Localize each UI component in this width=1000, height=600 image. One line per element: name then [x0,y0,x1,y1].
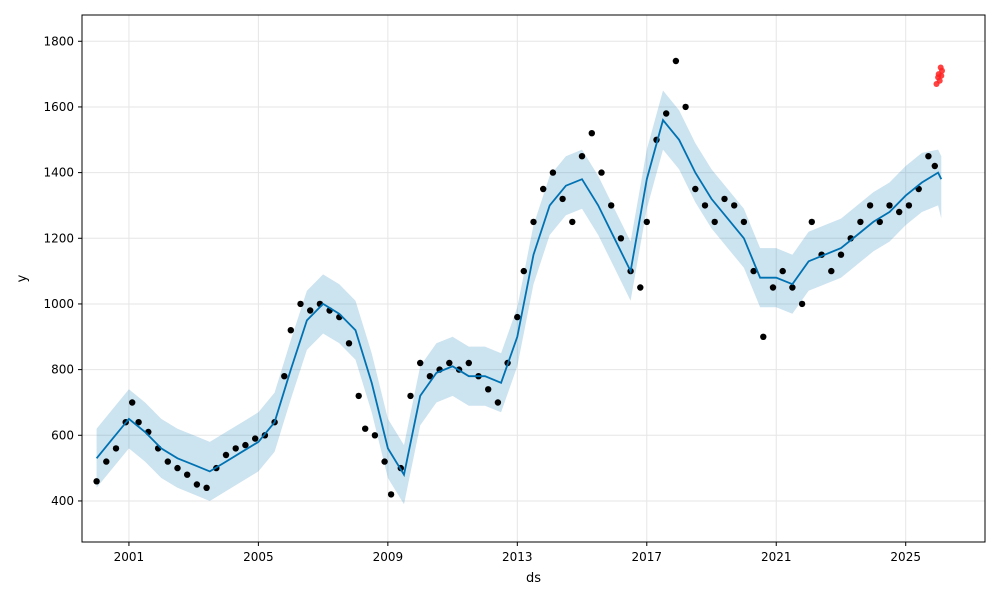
observed-point [345,340,353,347]
x-tick-label: 2017 [632,550,663,564]
y-tick-label: 1000 [43,297,74,311]
observed-point [731,202,738,209]
observed-point [598,169,605,176]
x-tick-label: 2009 [373,550,404,564]
observed-point [242,441,249,449]
y-axis-label: y [15,274,30,282]
observed-point [407,392,414,400]
x-tick-label: 2001 [114,550,145,564]
y-tick-label: 1600 [43,100,74,114]
observed-point [174,464,181,472]
x-tick-label: 2025 [890,550,921,564]
observed-point [711,218,718,226]
observed-point [485,386,492,393]
observed-point [637,284,644,291]
observed-point [682,103,689,111]
observed-point [789,284,796,291]
observed-point [287,327,294,334]
observed-point [578,153,586,160]
y-tick-label: 1200 [43,231,74,245]
observed-point [371,432,379,439]
observed-point [896,208,903,216]
observed-point [617,235,625,242]
observed-point [663,110,670,117]
observed-point [857,218,864,226]
observed-point [193,481,201,488]
observed-point [307,307,314,314]
observed-point [129,399,136,406]
observed-point [750,267,757,275]
anomaly-point [938,72,945,79]
observed-point [876,218,883,226]
observed-point [281,373,288,380]
observed-point [798,300,806,308]
observed-point [559,195,566,203]
observed-point [184,471,191,478]
observed-point [417,359,424,367]
y-tick-label: 1400 [43,166,74,180]
observed-point [387,491,395,498]
observed-point [203,484,210,491]
observed-point [837,251,845,258]
anomaly-point [939,67,945,74]
observed-point [232,445,239,452]
plot-frame [81,14,986,543]
y-tick-label: 400 [51,494,74,508]
observed-point [112,445,120,452]
x-axis-ticks: 2001 2005 2009 2013 2017 2021 2025 [114,542,921,564]
observed-point [769,284,777,291]
observed-point [808,218,815,226]
observed-point [222,451,230,459]
observed-point [135,419,142,426]
observed-point [355,392,362,400]
observed-point [828,267,835,275]
x-tick-label: 2013 [502,550,533,564]
observed-point [297,300,304,308]
observed-point [465,359,472,367]
y-tick-label: 600 [51,428,74,442]
observed-point [925,153,932,160]
observed-point [886,202,893,209]
observed-point [514,313,521,321]
x-tick-label: 2021 [761,550,792,564]
observed-point [93,478,100,485]
observed-point [362,425,369,432]
y-tick-label: 1800 [43,34,74,48]
observed-point [866,202,874,209]
observed-point [446,359,453,367]
observed-point [164,458,171,465]
observed-point [252,435,259,442]
observed-point [779,267,786,275]
anomaly-point [936,77,943,84]
observed-points [93,57,938,498]
observed-point [426,373,434,380]
x-tick-label: 2005 [243,550,274,564]
observed-point [701,202,709,209]
observed-point [494,399,502,406]
observed-point [740,218,748,226]
observed-point [672,57,680,65]
observed-point [931,162,938,170]
forecast-line [95,118,943,478]
x-axis-label: ds [526,571,541,586]
observed-point [608,202,615,209]
observed-point [540,185,547,193]
observed-point [760,333,767,340]
y-axis-ticks: 400 600 800 1000 1200 1400 1600 1800 [43,34,82,508]
anomaly-points [933,64,945,87]
observed-point [530,218,537,226]
observed-point [905,202,913,209]
observed-point [588,130,595,137]
uncertainty-band [96,90,942,505]
observed-point [381,458,388,465]
observed-point [103,458,110,465]
y-tick-label: 800 [51,363,74,377]
observed-point [692,185,699,193]
observed-point [569,218,576,226]
observed-point [643,218,650,226]
observed-point [520,267,527,275]
observed-point [549,169,557,176]
observed-point [721,195,728,203]
